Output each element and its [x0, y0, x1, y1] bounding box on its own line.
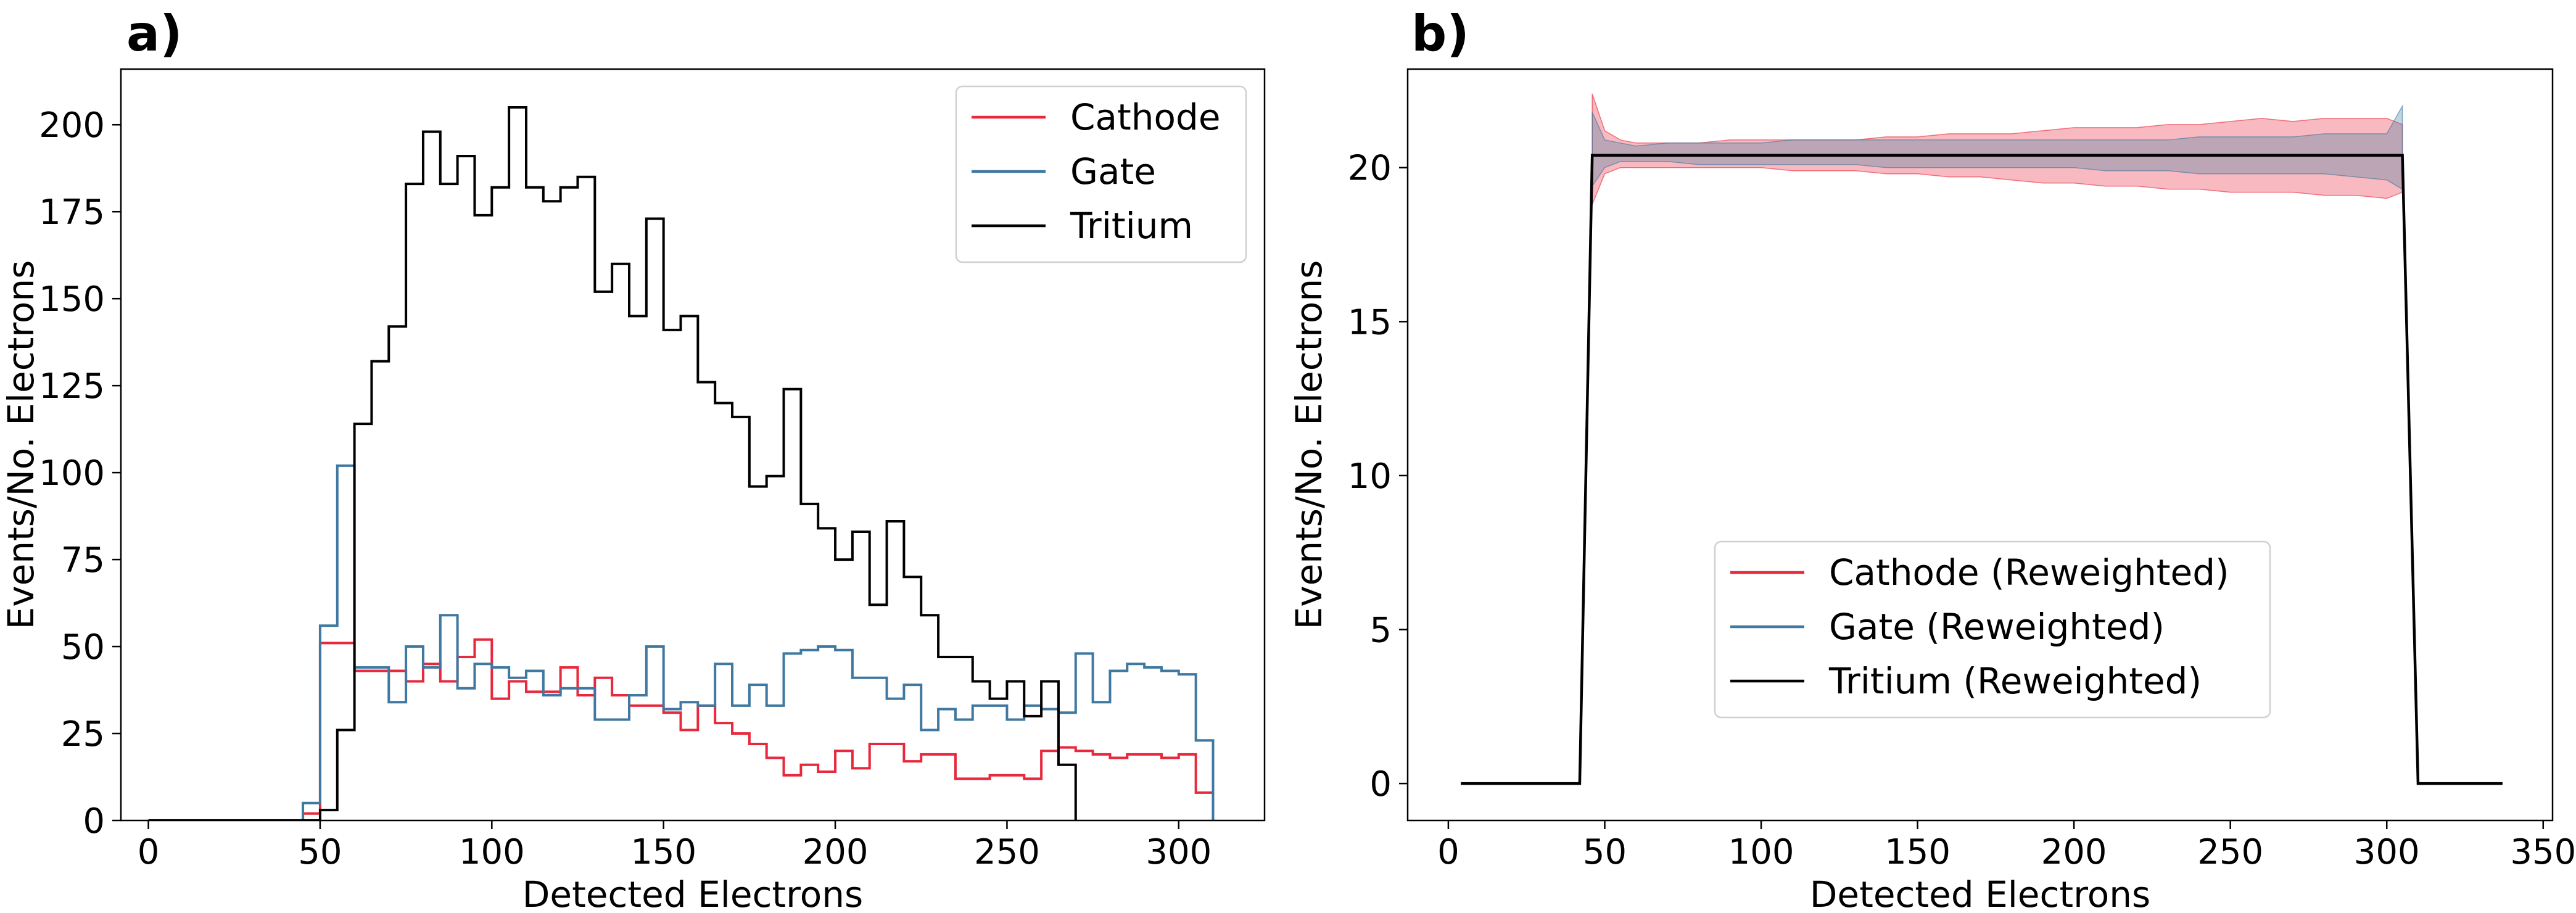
x-tick-label: 350: [2510, 832, 2576, 872]
y-tick-label: 50: [61, 627, 105, 667]
panel-b-chart: b) 0 50 100 150 200 250 300 350 0 5 10 15 20 Detected …: [1288, 5, 2576, 913]
x-tick-label: 150: [1885, 832, 1951, 872]
y-tick-label: 10: [1348, 456, 1392, 497]
x-tick-label: 50: [298, 832, 342, 872]
plot-frame: [120, 68, 1266, 822]
y-tick-label: 25: [61, 714, 105, 754]
y-tick-label: 150: [39, 279, 105, 320]
y-tick-label: 200: [39, 105, 105, 146]
x-tick-label: 250: [974, 832, 1040, 872]
x-tick-label: 0: [138, 832, 160, 872]
series-gate-histogram: [148, 464, 1215, 820]
y-tick-label: 0: [83, 801, 105, 841]
x-tick-label: 250: [2197, 832, 2263, 872]
legend-label-gate-reweighted: Gate (Reweighted): [1829, 606, 2165, 648]
x-tick-label: 200: [803, 832, 869, 872]
legend-box: [1714, 540, 2271, 719]
legend-label-cathode-reweighted: Cathode (Reweighted): [1829, 552, 2229, 593]
panel-a-chart: a) 0 50 100 150 200 250 300 0 25 50 75 100 125 150 175 2…: [0, 5, 1266, 913]
x-tick-label: 50: [1583, 832, 1627, 872]
y-tick-label: 100: [39, 453, 105, 494]
legend-label-tritium: Tritium: [1070, 205, 1193, 247]
y-tick-label: 75: [61, 540, 105, 580]
x-axis-label: Detected Electrons: [1810, 874, 2150, 913]
y-axis-label: Events/No. Electrons: [1288, 260, 1330, 630]
plot-frame: [1406, 68, 2554, 822]
x-tick-label: 0: [1437, 832, 1459, 872]
plot-area: [1461, 93, 2503, 785]
y-tick-label: 5: [1369, 611, 1392, 651]
legend: Cathode (Reweighted) Gate (Reweighted) Tri…: [1714, 540, 2271, 719]
x-tick-label: 150: [630, 832, 696, 872]
y-axis-label: Events/No. Electrons: [0, 260, 42, 630]
legend-box: [955, 85, 1247, 263]
y-tick-label: 125: [39, 366, 105, 407]
x-tick-label: 300: [1146, 832, 1212, 872]
legend-label-tritium-reweighted: Tritium (Reweighted): [1828, 660, 2202, 702]
y-tick-label: 0: [1369, 764, 1392, 804]
x-tick-label: 300: [2354, 832, 2420, 872]
x-tick-label: 100: [1728, 832, 1794, 872]
series-cathode-histogram: [148, 638, 1215, 820]
series-tritium-reweighted-line: [1461, 154, 2503, 785]
panel-label: b): [1411, 5, 1469, 62]
panel-label: a): [126, 5, 183, 62]
plot-area: [148, 106, 1215, 820]
legend-label-gate: Gate: [1070, 151, 1156, 192]
x-axis-label: Detected Electrons: [522, 874, 863, 913]
legend-label-cathode: Cathode: [1070, 96, 1221, 138]
y-tick-label: 15: [1348, 302, 1392, 342]
y-tick-label: 20: [1348, 149, 1392, 189]
series-tritium-histogram: [148, 106, 1077, 820]
legend: Cathode Gate Tritium: [955, 85, 1247, 263]
x-tick-label: 200: [2041, 832, 2107, 872]
y-tick-label: 175: [39, 192, 105, 233]
x-tick-label: 100: [459, 832, 525, 872]
